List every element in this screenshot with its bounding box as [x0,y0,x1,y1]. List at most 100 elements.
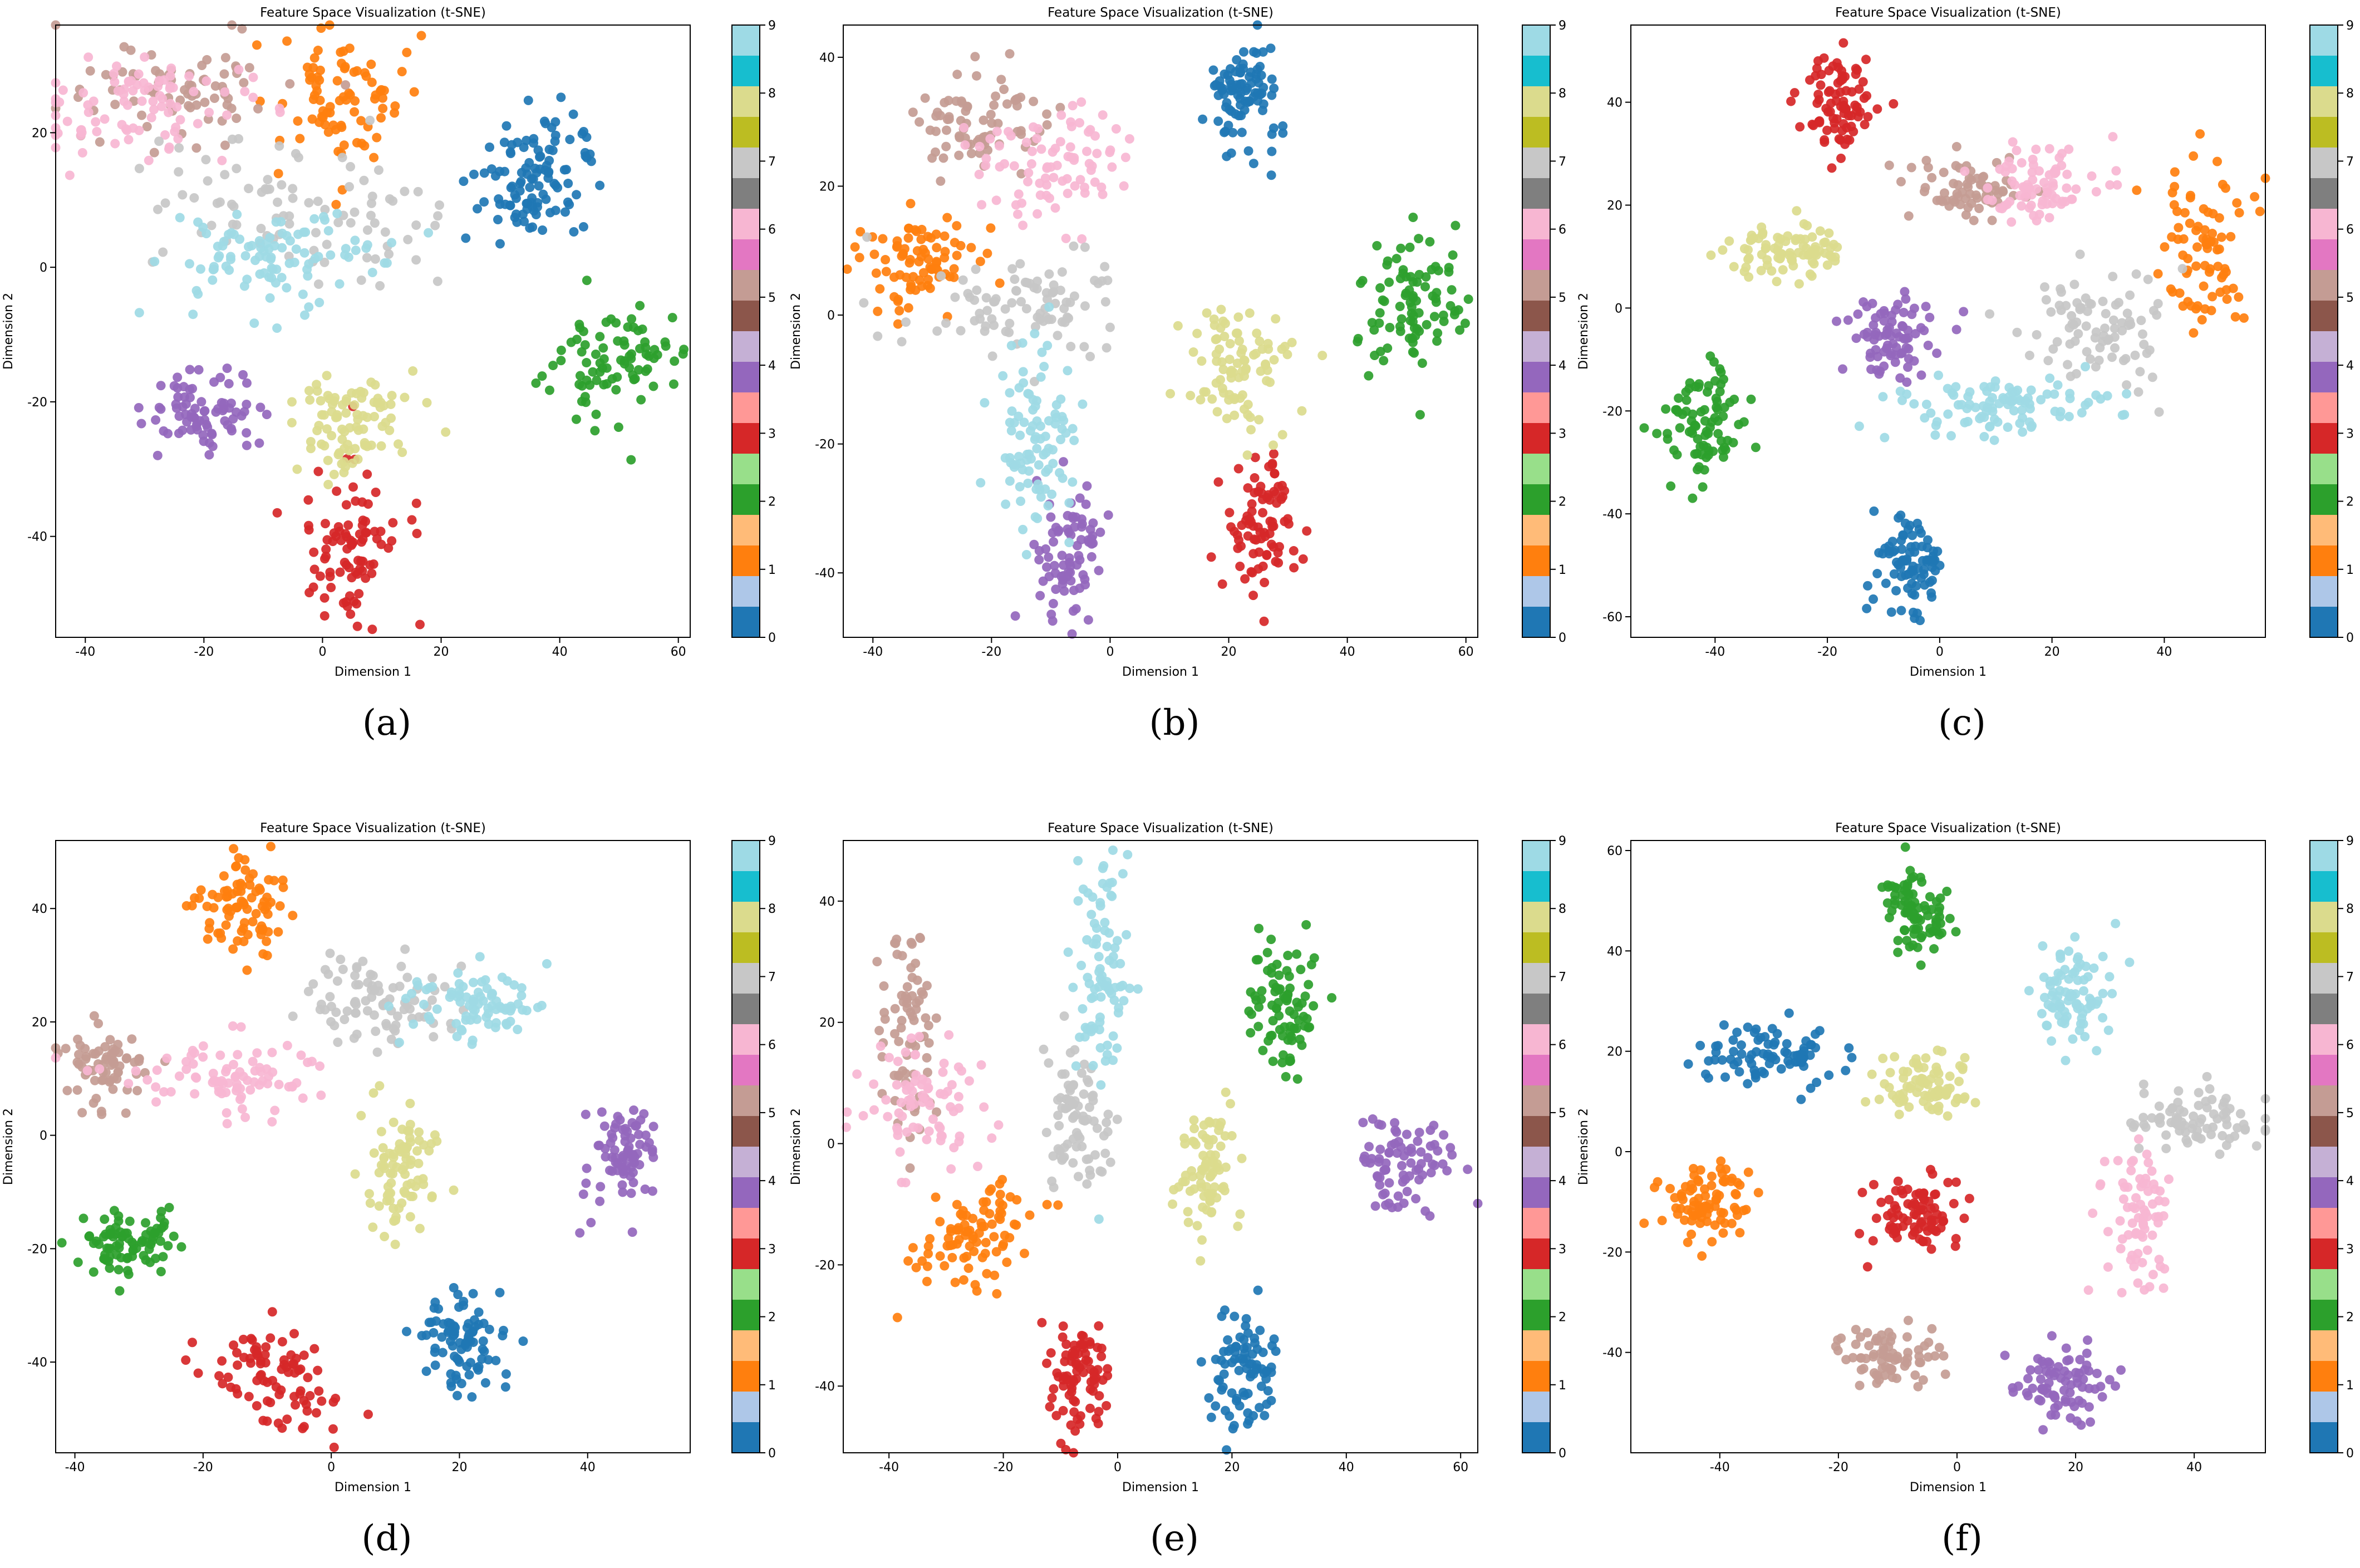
scatter-point-class-5 [986,110,996,120]
scatter-point-class-0 [541,194,551,204]
scatter-point-class-9 [1037,347,1047,357]
scatter-point-class-1 [187,901,197,911]
scatter-point-class-7 [1063,1080,1073,1090]
scatter-point-class-2 [100,1214,110,1224]
scatter-point-class-3 [367,568,377,578]
scatter-point-class-3 [407,515,417,525]
scatter-point-class-9 [232,209,242,219]
scatter-point-class-9 [254,236,264,246]
scatter-point-class-1 [923,1248,933,1259]
x-tick-label: 40 [1339,1461,1354,1474]
scatter-point-class-2 [1739,417,1749,427]
x-tick-label: 40 [580,1461,596,1474]
panel-caption: (d) [362,1518,412,1559]
scatter-point-class-7 [1080,242,1090,252]
scatter-point-class-2 [1299,1011,1309,1021]
scatter-point-class-9 [446,987,456,997]
scatter-point-class-4 [2062,1356,2072,1366]
scatter-point-class-9 [1963,391,1973,401]
scatter-point-class-5 [966,149,976,159]
scatter-point-class-8 [379,401,389,411]
scatter-point-class-3 [1094,1321,1104,1331]
scatter-point-class-7 [941,318,951,328]
scatter-point-class-6 [83,52,94,62]
scatter-point-class-5 [77,1108,87,1118]
scatter-point-class-6 [944,1030,954,1040]
scatter-point-class-0 [430,1297,440,1308]
scatter-point-class-0 [550,136,560,146]
scatter-point-class-1 [316,23,326,33]
scatter-point-class-8 [1180,1139,1190,1149]
scatter-point-class-1 [850,242,860,252]
scatter-point-class-1 [903,303,913,313]
scatter-point-class-2 [1254,923,1264,933]
scatter-point-class-2 [1417,358,1427,368]
scatter-point-class-8 [388,1159,398,1169]
scatter-point-class-8 [1741,262,1751,272]
scatter-point-class-2 [176,1242,186,1252]
scatter-point-class-8 [368,1222,378,1232]
scatter-point-class-7 [981,293,991,303]
scatter-point-class-7 [1059,1011,1069,1021]
colorbar-segment [2310,545,2338,576]
chart-title: Feature Space Visualization (t-SNE) [1048,821,1274,835]
scatter-point-class-0 [1235,1401,1245,1411]
scatter-point-class-3 [1828,61,1838,71]
colorbar-segment [732,392,760,423]
scatter-point-class-4 [1072,560,1082,570]
scatter-point-class-3 [1898,1213,1908,1223]
scatter-point-class-9 [1048,445,1058,455]
scatter-point-class-2 [1449,309,1459,320]
scatter-point-class-0 [563,197,573,207]
scatter-point-class-9 [1044,302,1054,312]
scatter-point-class-6 [1041,190,1051,200]
scatter-point-class-0 [1915,616,1925,626]
colorbar-segment [1522,25,1550,56]
scatter-point-class-5 [90,1075,100,1085]
scatter-point-class-4 [597,1107,607,1117]
scatter-point-class-2 [144,1244,154,1254]
colorbar-segment [1522,1147,1550,1177]
scatter-point-class-9 [1097,971,1107,981]
scatter-point-class-6 [1066,121,1076,131]
scatter-point-class-2 [595,332,605,342]
scatter-point-class-0 [1241,1354,1251,1364]
scatter-point-class-0 [1695,1040,1705,1050]
scatter-point-class-1 [222,905,232,915]
x-tick-label: 0 [1114,1461,1122,1474]
scatter-point-class-9 [326,250,336,260]
colorbar-segment [732,1116,760,1147]
scatter-point-class-7 [385,194,395,204]
scatter-point-class-9 [1024,389,1034,399]
scatter-point-class-7 [366,210,376,220]
scatter-point-class-7 [2118,356,2128,366]
scatter-point-class-8 [1781,237,1791,247]
scatter-point-class-0 [1217,1311,1227,1321]
scatter-point-class-8 [1173,321,1183,331]
colorbar-segment [1522,331,1550,362]
scatter-point-class-1 [881,267,891,277]
scatter-point-class-8 [378,1143,388,1153]
scatter-point-class-2 [1414,326,1424,336]
scatter-point-class-8 [370,412,379,421]
colorbar-tick-label: 1 [768,1379,776,1393]
scatter-point-class-6 [1023,176,1033,186]
scatter-point-class-3 [1072,1366,1082,1376]
scatter-point-class-5 [200,97,210,107]
scatter-point-class-7 [313,279,323,289]
scatter-point-class-1 [375,86,385,96]
scatter-point-class-5 [907,1011,917,1021]
scatter-point-class-0 [585,149,595,159]
scatter-point-class-1 [2255,207,2265,217]
scatter-point-class-1 [2221,267,2231,277]
scatter-point-class-7 [2108,315,2118,325]
plot-area [1631,25,2265,637]
scatter-point-class-4 [622,1127,632,1137]
scatter-point-class-4 [1890,357,1900,367]
scatter-point-class-4 [582,1163,592,1173]
y-tick-label: 40 [819,51,835,65]
scatter-point-class-1 [1720,1218,1730,1228]
scatter-point-class-3 [1247,499,1257,509]
scatter-point-class-3 [1926,1215,1936,1225]
scatter-point-class-5 [341,80,351,90]
